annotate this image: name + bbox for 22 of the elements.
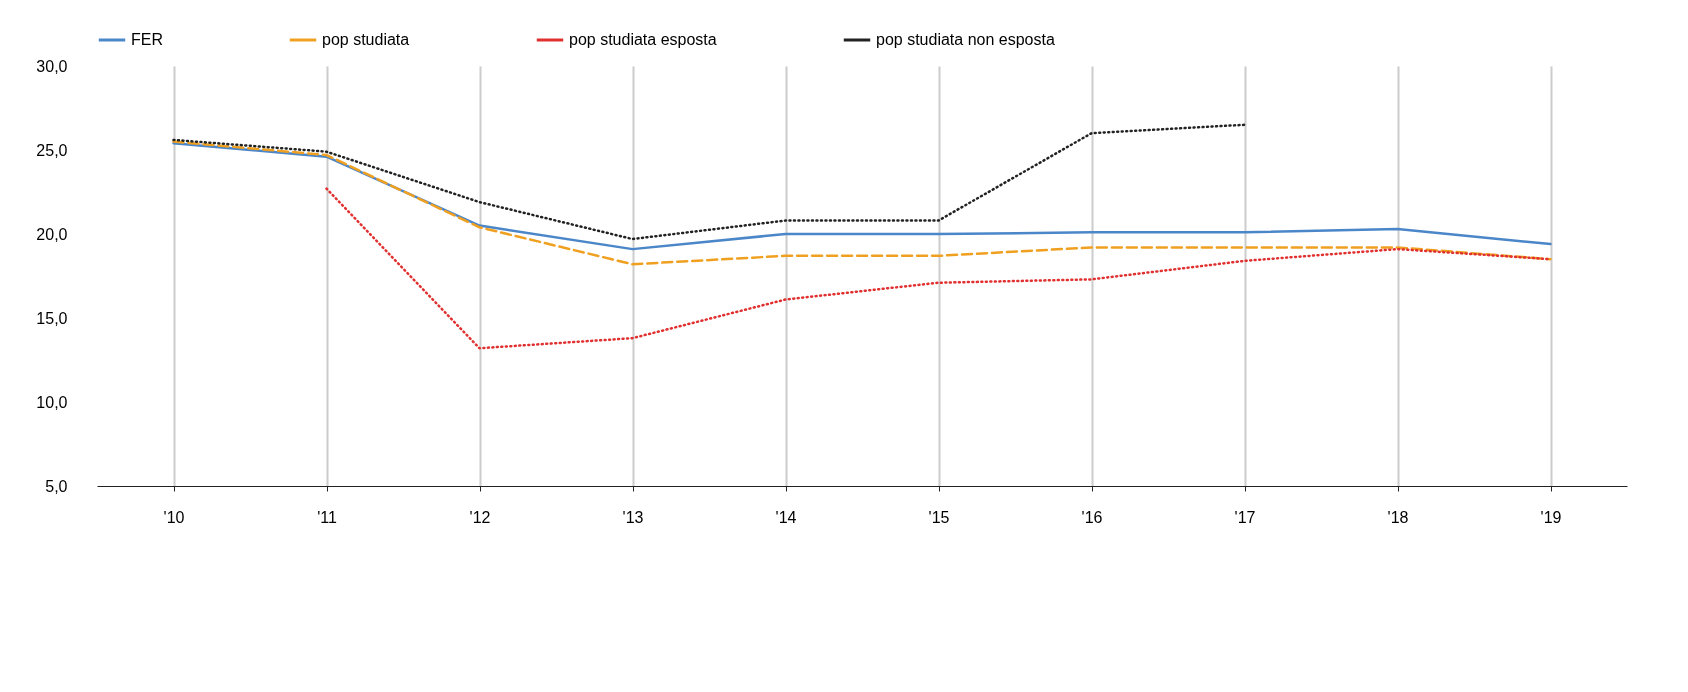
x-tick-label: '12 xyxy=(469,508,491,526)
x-tick-label: '14 xyxy=(775,508,797,526)
x-tick-label: '19 xyxy=(1540,508,1562,526)
y-tick-label: 20,0 xyxy=(36,225,68,243)
legend-label: pop studiata xyxy=(322,31,410,48)
x-tick-label: '18 xyxy=(1387,508,1409,526)
x-tick-label: '10 xyxy=(163,508,185,526)
y-tick-label: 5,0 xyxy=(45,477,68,495)
line-series xyxy=(325,187,1552,350)
legend-label: FER xyxy=(131,31,163,48)
y-tick-label: 15,0 xyxy=(36,309,68,327)
x-tick-label: '16 xyxy=(1081,508,1103,526)
y-tick-label: 30,0 xyxy=(36,57,68,75)
x-tick-label: '11 xyxy=(317,508,337,526)
legend-label: pop studiata non esposta xyxy=(876,31,1055,48)
line-series xyxy=(172,123,1246,241)
y-tick-label: 25,0 xyxy=(36,141,68,159)
legend-label: pop studiata esposta xyxy=(569,31,717,48)
y-tick-label: 10,0 xyxy=(36,393,68,411)
x-tick-label: '17 xyxy=(1234,508,1256,526)
x-tick-label: '13 xyxy=(622,508,644,526)
x-tick-label: '15 xyxy=(928,508,950,526)
